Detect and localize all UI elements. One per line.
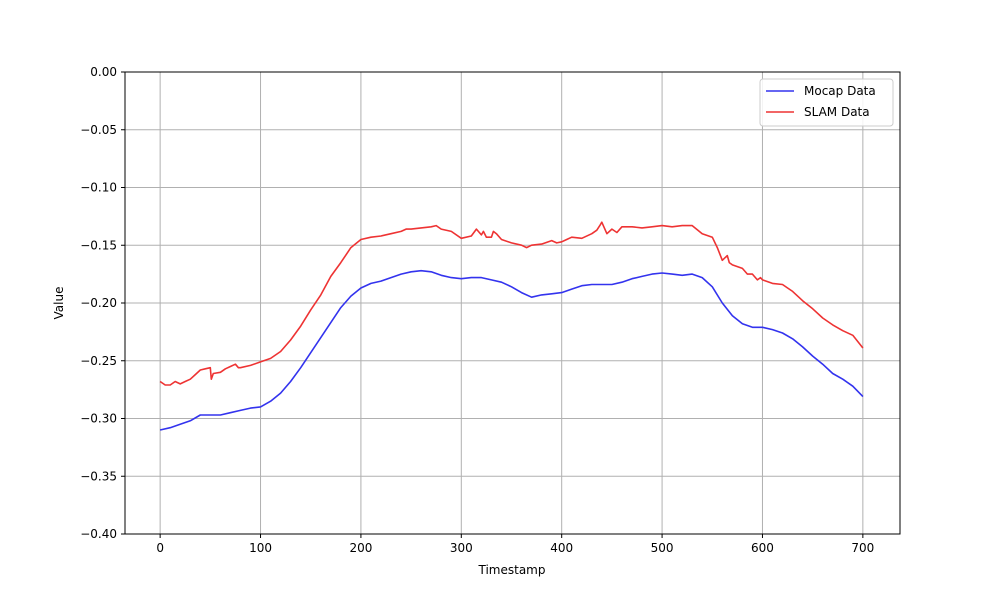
ticks: 0 100 200 300 400 500 600 700 0.00 −0.05 −0.10 −0.1… [80,65,874,555]
series-line-slam-data [159,221,864,386]
x-tick-label: 600 [751,541,774,555]
x-tick-label: 0 [156,541,164,555]
y-tick-label: 0.00 [90,65,117,79]
x-tick-label: 300 [450,541,473,555]
legend: Mocap Data SLAM Data [759,78,894,127]
x-tick-label: 500 [651,541,674,555]
y-tick-label: −0.25 [80,354,117,368]
y-tick-label: −0.40 [80,527,117,541]
x-axis-label: Timestamp [478,563,546,577]
y-tick-label: −0.05 [80,123,117,137]
y-tick-label: −0.20 [80,296,117,310]
x-tick-label: 700 [851,541,874,555]
y-tick-label: −0.30 [80,412,117,426]
legend-entry: Mocap Data [804,84,876,98]
y-tick-label: −0.35 [80,469,117,483]
x-tick-label: 400 [550,541,573,555]
legend-entry: SLAM Data [804,105,870,119]
x-tick-label: 200 [349,541,372,555]
y-tick-label: −0.10 [80,181,117,195]
x-tick-label: 100 [249,541,272,555]
y-axis-label: Value [52,287,66,320]
y-tick-label: −0.15 [80,238,117,252]
plot-series [159,221,864,431]
series-line-mocap-data [159,269,864,431]
